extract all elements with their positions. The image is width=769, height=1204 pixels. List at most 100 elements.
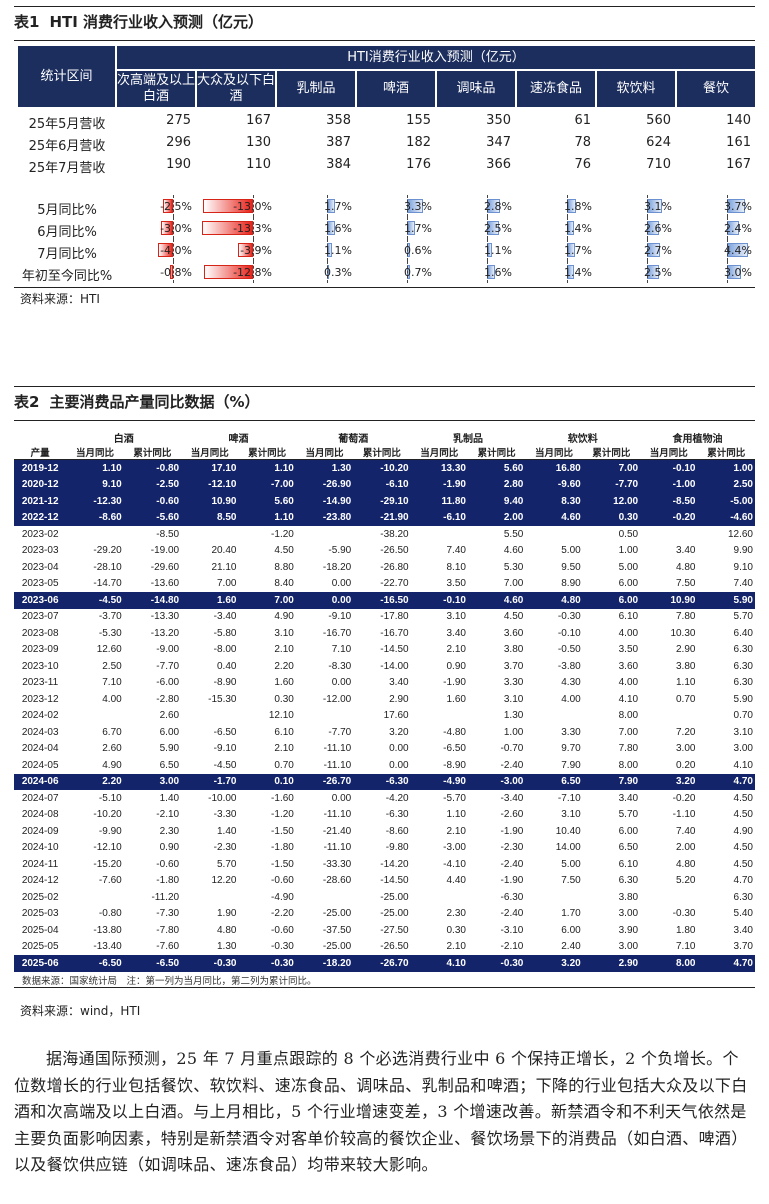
table2-cell: -14.50 xyxy=(380,644,409,656)
table2-cell: 20.40 xyxy=(211,545,237,557)
table2-cell: 8.30 xyxy=(525,493,583,510)
table2-cell: 2.40 xyxy=(561,941,581,953)
table1-bar-cell: -13.0% xyxy=(197,195,275,217)
table2-cell: -6.50 xyxy=(443,743,466,755)
table2-cell: 6.50 xyxy=(618,842,639,854)
table2-cell: 21.10 xyxy=(211,561,237,573)
table2-cell: -2.40 xyxy=(500,858,524,870)
table2-cell: -14.90 xyxy=(295,493,354,510)
table2-sub-header: 当月同比 xyxy=(640,445,698,460)
table2-cell: 1.30 xyxy=(295,459,354,477)
table2-cell: -0.50 xyxy=(557,644,581,656)
table2-cell: 1.10 xyxy=(676,677,696,689)
table2-period: 2024-03 xyxy=(21,726,59,738)
table2-cell: 10.90 xyxy=(640,592,698,609)
table1-bar-cell: 1.6% xyxy=(437,261,515,283)
table2-row: 2022-12 -8.60 -5.60 8.50 1.10 -23.80 -21.90 -6.… xyxy=(14,509,755,526)
table1-bar-axis xyxy=(567,195,568,217)
table2-cell: -25.00 xyxy=(322,908,352,920)
table2-cell: 9.70 xyxy=(561,743,581,755)
table1-cell: 387 xyxy=(326,135,351,150)
table1-bar-axis xyxy=(567,217,568,239)
table1-bar-cell: 0.7% xyxy=(357,261,435,283)
table1-cell: 182 xyxy=(406,135,431,150)
table1-bar-axis xyxy=(327,217,328,239)
table2-cell: -3.70 xyxy=(98,611,122,623)
table2-cell: 3.30 xyxy=(561,726,581,738)
table2-period: 2025-05 xyxy=(21,941,59,953)
table2-cell: 6.00 xyxy=(561,924,581,936)
table2-cell: -13.20 xyxy=(150,627,180,639)
table2-cell: -8.00 xyxy=(213,644,237,656)
table2-cell: 2.50 xyxy=(697,476,755,493)
table2-cell: 7.20 xyxy=(676,726,696,738)
table2-cell: 1.30 xyxy=(503,710,524,722)
table2-cell: -2.30 xyxy=(213,842,237,854)
table1-growth-row: 6月同比% -3.0% -13.3% 1.6% 1.7% 2.5% 1.4% 2.6% 2.4% xyxy=(18,217,754,240)
table2-cell: -25.00 xyxy=(380,908,409,920)
table2-period: 2024-02 xyxy=(21,710,59,722)
table2-cell: -9.80 xyxy=(385,842,409,854)
table2-cell: -12.00 xyxy=(322,693,352,705)
table2-cell: 0.00 xyxy=(389,743,409,755)
table2-cell: -15.30 xyxy=(208,693,237,705)
table2-cell: -6.30 xyxy=(500,891,524,903)
table2-cell: -0.60 xyxy=(156,858,180,870)
table2-cell: 7.00 xyxy=(238,592,296,609)
table2-cell: -8.90 xyxy=(443,759,466,771)
table2-sub-header-row: 产量 当月同比 累计同比 当月同比 累计同比 当月同比 累计同比 当月同比 累计同比 当月同比 累计… xyxy=(14,445,755,460)
table2-cell: 3.00 xyxy=(618,941,639,953)
table2-cell: -1.20 xyxy=(271,528,294,540)
table2-period: 2023-11 xyxy=(22,677,59,689)
table2-cell: 8.00 xyxy=(618,759,639,771)
table1-bar-axis xyxy=(647,217,648,239)
table2-cell: -0.30 xyxy=(181,955,239,972)
table1-bar-axis xyxy=(407,261,408,283)
table2-cell: -2.50 xyxy=(123,476,182,493)
table2-cell: -11.20 xyxy=(151,891,180,903)
table1-pct-label: 0.6% xyxy=(404,244,432,257)
table1-bar-cell: 1.7% xyxy=(277,195,355,217)
table2-row: 2024-12 -7.60 -1.80 12.20 -0.60 -28.60 -14.50 4… xyxy=(14,873,755,890)
table2-cell: -1.90 xyxy=(500,825,524,837)
table2-sub-header: 当月同比 xyxy=(295,445,354,460)
table2-cell: 5.90 xyxy=(697,592,755,609)
table2-cell: 4.90 xyxy=(102,759,122,771)
table2-cell: -2.10 xyxy=(156,809,180,821)
table2-cell: 4.50 xyxy=(733,809,753,821)
table1-column-header: 乳制品 xyxy=(277,71,355,107)
table2-cell: 1.80 xyxy=(676,924,696,936)
table1-cell: 76 xyxy=(574,157,591,172)
table2-cell: 4.30 xyxy=(561,677,581,689)
table2-cell: 2.80 xyxy=(467,476,526,493)
table2-cell: 2.90 xyxy=(582,955,641,972)
table1-column-header: 大众及以下白酒 xyxy=(197,71,275,107)
table2-row: 2023-05 -14.70 -13.60 7.00 8.40 0.00 -22.70 3.5… xyxy=(14,576,755,593)
table2-period: 2024-11 xyxy=(22,858,59,870)
table2-cell xyxy=(525,708,582,725)
table2-cell: 3.10 xyxy=(274,627,294,639)
table1-negative-bar xyxy=(157,243,173,257)
table1-bar-axis xyxy=(487,261,488,283)
table2-cell xyxy=(296,889,353,906)
table2-cell: -26.80 xyxy=(380,561,409,573)
table2-row: 2025-02 -11.20 -4.90 -25.00 -6.30 3.80 6.30 xyxy=(14,889,755,906)
table1-cell: 167 xyxy=(246,113,271,128)
table2-sub-header: 当月同比 xyxy=(181,445,239,460)
table2-cell: -1.20 xyxy=(271,809,294,821)
table1-bar-cell: 1.6% xyxy=(277,217,355,239)
table2-cell: 3.40 xyxy=(446,627,466,639)
table2-row: 2023-02 -8.50 -1.20 -38.20 5.50 0.50 12.60 xyxy=(14,526,755,543)
table2-row: 2024-04 2.60 5.90 -9.10 2.10 -11.10 0.00 -6.50 -… xyxy=(14,741,755,758)
table2-cell: -5.30 xyxy=(98,627,122,639)
table2-cell: -26.90 xyxy=(295,476,354,493)
table1-negative-bar xyxy=(237,243,253,257)
table2-cell xyxy=(640,708,697,725)
table1-cell: 161 xyxy=(726,135,751,150)
table2-cell: 0.70 xyxy=(676,693,696,705)
table2-cell: -7.70 xyxy=(328,726,352,738)
table2-cell: -1.10 xyxy=(672,809,696,821)
table2-cell: 6.50 xyxy=(159,759,180,771)
table2-cell: -38.20 xyxy=(380,528,409,540)
table2-cell: -15.20 xyxy=(93,858,122,870)
